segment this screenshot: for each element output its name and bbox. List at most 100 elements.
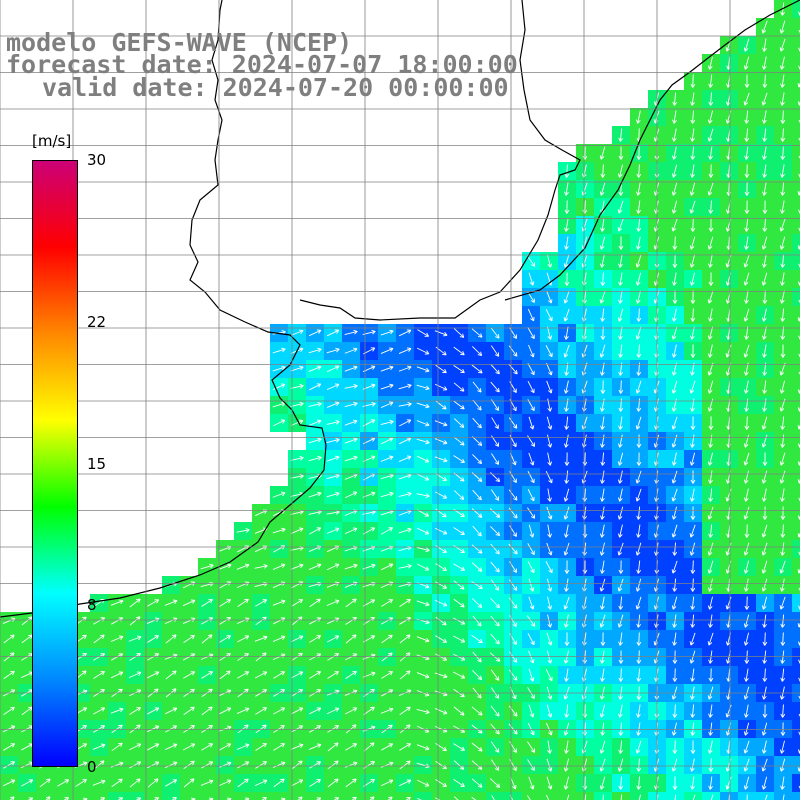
wind-arrow (563, 380, 569, 394)
wind-cell (252, 792, 270, 800)
colorbar-unit-label: [m/s] (32, 132, 72, 150)
wind-cell (216, 792, 234, 800)
wind-arrow (600, 380, 606, 394)
wind-arrow (618, 290, 623, 304)
wind-arrow (308, 401, 322, 407)
wind-arrow (780, 254, 786, 268)
wind-arrow (762, 200, 768, 214)
colorbar-tick-8: 8 (87, 596, 97, 615)
wind-arrow (326, 347, 340, 354)
wind-arrow (779, 38, 786, 52)
wind-arrow (618, 344, 623, 358)
wind-arrow (708, 92, 714, 106)
wind-arrow (707, 236, 714, 250)
wind-arrow (618, 128, 624, 142)
wind-arrow (545, 345, 553, 358)
wind-arrow (743, 56, 750, 70)
wind-arrow (636, 200, 641, 214)
wind-arrow (780, 92, 785, 106)
wind-arrow (563, 344, 570, 358)
wind-arrow (672, 308, 677, 322)
colorbar (32, 160, 78, 767)
wind-arrow (743, 254, 750, 268)
wind-arrow (744, 74, 750, 88)
wind-arrow (564, 236, 569, 250)
wind-arrow (761, 20, 768, 34)
wind-arrow (707, 128, 714, 142)
wind-arrow (416, 420, 430, 427)
wind-arrow (708, 272, 714, 286)
wind-arrow (708, 146, 713, 160)
wind-arrow (780, 74, 785, 88)
wind-arrow (744, 128, 750, 142)
wind-arrow (635, 110, 641, 124)
wind-arrow (471, 364, 483, 374)
wind-arrow (326, 419, 340, 425)
wind-arrow (380, 329, 394, 336)
wind-arrow (326, 365, 340, 373)
wind-arrow (416, 384, 430, 391)
wind-arrow (690, 308, 696, 322)
wind-cell (792, 558, 800, 576)
wind-arrow (780, 128, 786, 142)
wind-arrow (761, 236, 768, 250)
wind-arrow (744, 164, 750, 178)
wind-arrow (618, 254, 623, 268)
wind-cell (576, 792, 594, 800)
wind-arrow (599, 344, 606, 358)
wind-arrow (308, 329, 322, 337)
wind-arrow (707, 110, 713, 124)
wind-arrow (434, 420, 448, 427)
wind-arrow (618, 146, 624, 160)
wind-arrow (779, 56, 785, 70)
wind-arrow (564, 326, 569, 340)
wind-arrow (545, 308, 553, 322)
wind-arrow (508, 345, 518, 357)
wind-arrow (453, 382, 465, 392)
wind-arrow (779, 290, 785, 304)
wind-cell (36, 792, 54, 800)
wind-arrow (761, 308, 767, 322)
wind-arrow (636, 182, 641, 196)
wind-arrow (689, 200, 696, 214)
wind-arrow (671, 344, 677, 358)
wind-cell (792, 486, 800, 504)
wind-arrow (326, 329, 340, 337)
wind-cell (234, 792, 252, 800)
wind-arrow (528, 344, 535, 358)
wind-arrow (308, 419, 322, 426)
wind-arrow (564, 182, 569, 196)
wind-cell (792, 54, 800, 72)
wind-arrow (690, 110, 696, 124)
wind-arrow (563, 254, 570, 268)
wind-cell (198, 792, 216, 800)
wind-cell (54, 792, 72, 800)
wind-cell (666, 792, 684, 800)
wind-arrow (762, 110, 767, 124)
wind-arrow (744, 218, 750, 232)
wind-cell (72, 792, 90, 800)
wind-cell (792, 162, 800, 180)
wind-arrow (527, 381, 535, 394)
wind-arrow (725, 344, 732, 358)
wind-cell (792, 180, 800, 198)
wind-arrow (761, 92, 768, 106)
wind-arrow (398, 329, 412, 337)
wind-arrow (762, 164, 767, 178)
wind-arrow (380, 347, 394, 354)
wind-cell (792, 360, 800, 378)
wind-cell (504, 792, 522, 800)
wind-arrow (779, 362, 786, 376)
wind-arrow (779, 20, 786, 34)
wind-arrow (527, 363, 535, 376)
wind-arrow (743, 272, 750, 286)
wind-arrow (689, 380, 696, 394)
wind-arrow (617, 308, 624, 322)
wind-arrow (434, 330, 448, 337)
wind-cell (792, 270, 800, 288)
wind-arrow (491, 417, 499, 429)
wind-arrow (689, 236, 696, 250)
wind-arrow (761, 272, 768, 286)
